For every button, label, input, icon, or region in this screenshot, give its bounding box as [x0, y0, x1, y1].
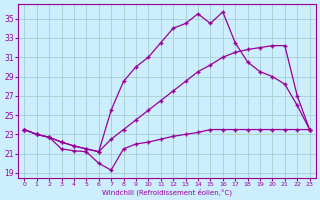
X-axis label: Windchill (Refroidissement éolien,°C): Windchill (Refroidissement éolien,°C) — [102, 188, 232, 196]
